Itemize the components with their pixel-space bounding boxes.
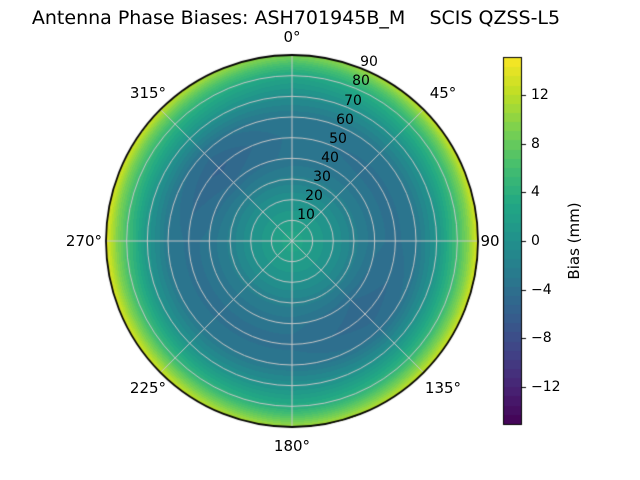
radial-label-50: 50 <box>329 131 347 147</box>
colorbar-tick-m4: −4 <box>531 282 552 298</box>
theta-label-180: 180° <box>273 437 311 455</box>
theta-label-135: 135° <box>424 379 462 397</box>
colorbar-tick-4: 4 <box>531 184 540 200</box>
radial-label-80: 80 <box>352 73 370 89</box>
radial-label-40: 40 <box>321 150 339 166</box>
theta-label-45: 45° <box>429 84 457 102</box>
radial-label-90: 90 <box>360 54 378 70</box>
chart-title: Antenna Phase Biases: ASH701945B_M SCIS … <box>31 7 561 29</box>
colorbar-tick-8: 8 <box>531 136 540 152</box>
radial-label-10: 10 <box>297 207 315 223</box>
theta-label-225: 225° <box>129 379 167 397</box>
theta-label-315: 315° <box>129 84 167 102</box>
radial-label-70: 70 <box>344 93 362 109</box>
theta-label-90: 90 <box>480 232 500 250</box>
theta-label-270: 270° <box>65 232 103 250</box>
colorbar-tick-m12: −12 <box>531 379 561 395</box>
colorbar-axis-label: Bias (mm) <box>565 202 583 280</box>
radial-label-60: 60 <box>336 112 354 128</box>
colorbar-tick-0: 0 <box>531 233 540 249</box>
theta-label-0: 0° <box>283 28 301 46</box>
radial-label-30: 30 <box>313 169 331 185</box>
colorbar-tick-12: 12 <box>531 87 549 103</box>
radial-label-20: 20 <box>305 188 323 204</box>
colorbar-tick-m8: −8 <box>531 330 552 346</box>
